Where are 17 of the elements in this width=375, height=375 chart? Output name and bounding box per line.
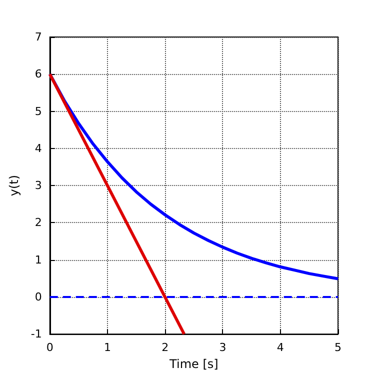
x-tick-label: 2 [162,341,169,354]
x-tick-label: 1 [104,341,111,354]
y-tick-label: 5 [34,104,42,118]
x-tick-label: 3 [219,341,226,354]
y-tick-label: 0 [34,290,42,304]
y-tick-label: -1 [30,328,42,341]
x-axis-title: Time [s] [168,357,218,371]
x-tick-label: 0 [46,341,54,354]
y-tick-label: 3 [34,179,42,192]
y-tick-label: 1 [34,253,42,266]
y-tick-label: 6 [34,68,42,81]
x-tick-label: 5 [334,341,342,354]
x-tick-label: 4 [276,341,284,354]
y-tick-label: 7 [34,30,42,44]
y-tick-label: 4 [34,142,42,155]
y-axis-title: y(t) [7,174,21,196]
y-tick-label: 2 [34,216,42,230]
